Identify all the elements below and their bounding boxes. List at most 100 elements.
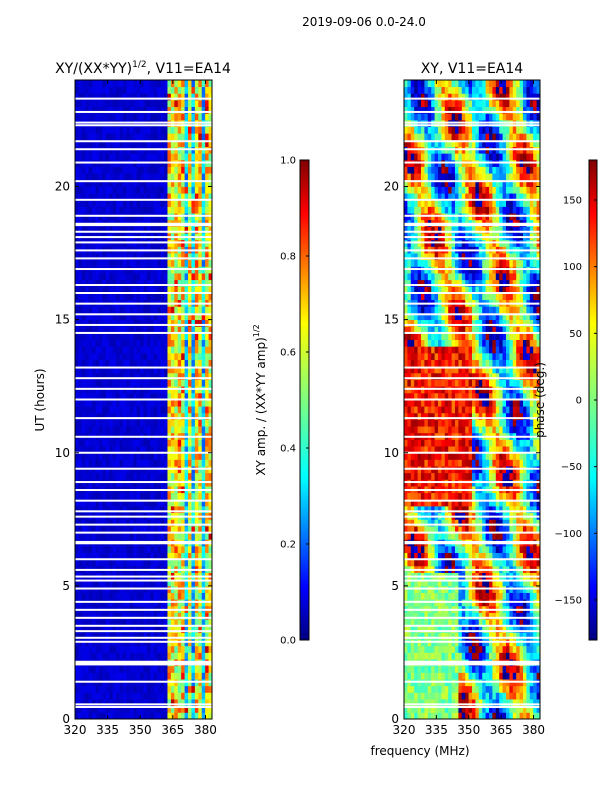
amplitude-cell <box>184 452 189 460</box>
amplitude-cell <box>160 379 165 387</box>
amplitude-cell <box>184 532 189 540</box>
amplitude-cell <box>92 306 96 314</box>
phase-cell <box>414 645 418 653</box>
amplitude-cell <box>194 652 199 660</box>
amplitude-cell <box>160 412 165 420</box>
phase-cell <box>499 552 503 560</box>
amplitude-cell <box>191 452 196 460</box>
amplitude-cell <box>95 99 100 108</box>
amplitude-cell <box>146 193 151 201</box>
amplitude-cell <box>153 699 158 707</box>
amplitude-cell <box>98 99 103 108</box>
phase-cell <box>536 612 541 620</box>
amplitude-cell <box>208 332 213 340</box>
amplitude-cell <box>198 446 203 454</box>
phase-cell <box>495 545 500 553</box>
amplitude-cell <box>88 632 93 640</box>
amplitude-cell <box>201 126 206 134</box>
amplitude-cell <box>133 366 138 374</box>
amplitude-cell <box>116 286 120 294</box>
amplitude-cell <box>167 99 172 108</box>
amplitude-cell <box>81 352 86 360</box>
amplitude-cell <box>75 80 79 88</box>
amplitude-cell <box>184 139 189 147</box>
amplitude-cell <box>78 99 83 108</box>
amplitude-cell <box>88 559 93 567</box>
amplitude-cell <box>184 426 189 434</box>
phase-cell <box>519 625 524 633</box>
amplitude-cell <box>133 173 138 181</box>
amplitude-cell <box>95 652 100 660</box>
amplitude-cell <box>116 506 120 514</box>
amplitude-cell <box>164 139 168 147</box>
amplitude-cell <box>92 166 96 174</box>
amplitude-cell <box>205 179 209 187</box>
amplitude-cell <box>122 372 127 380</box>
amplitude-cell <box>95 86 100 94</box>
amplitude-cell <box>140 446 144 454</box>
phase-cell <box>536 645 541 653</box>
amplitude-cell <box>160 592 165 600</box>
amplitude-cell <box>102 126 107 134</box>
phase-cell <box>485 545 490 553</box>
flagged-time-row <box>75 587 212 590</box>
amplitude-cell <box>92 452 96 460</box>
amplitude-cell <box>102 506 107 514</box>
amplitude-cell <box>88 392 93 400</box>
amplitude-cell <box>85 592 90 600</box>
amplitude-cell <box>146 326 151 334</box>
amplitude-cell <box>170 552 175 560</box>
phase-cell <box>526 612 531 620</box>
amplitude-cell <box>129 532 134 540</box>
phase-cell <box>482 672 486 680</box>
amplitude-cell <box>146 705 151 713</box>
phase-cell <box>502 559 507 567</box>
amplitude-cell <box>157 685 162 693</box>
amplitude-cell <box>140 506 144 514</box>
amplitude-cell <box>167 519 172 527</box>
phase-cell <box>502 552 507 560</box>
amplitude-cell <box>98 559 103 567</box>
amplitude-cell <box>116 492 120 500</box>
amplitude-cell <box>167 366 172 374</box>
phase-cell <box>451 545 456 553</box>
amplitude-cell <box>188 153 192 161</box>
phase-cell <box>468 699 473 707</box>
amplitude-cell <box>167 412 172 420</box>
amplitude-cell <box>136 259 141 267</box>
amplitude-cell <box>136 359 141 367</box>
amplitude-cell <box>133 632 138 640</box>
amplitude-cell <box>105 692 110 700</box>
amplitude-cell <box>112 685 117 693</box>
amplitude-cell <box>208 166 213 174</box>
amplitude-cell <box>109 412 114 420</box>
phase-cell <box>407 632 412 640</box>
amplitude-cell <box>153 166 158 174</box>
phase-cell <box>512 592 517 600</box>
phase-cell <box>495 552 500 560</box>
phase-cell <box>509 619 514 627</box>
amplitude-cell <box>191 672 196 680</box>
amplitude-cell <box>119 632 124 640</box>
amplitude-cell <box>136 459 141 467</box>
amplitude-cell <box>177 80 182 88</box>
amplitude-cell <box>102 685 107 693</box>
amplitude-cell <box>88 273 93 281</box>
amplitude-cell <box>164 632 168 640</box>
amplitude-cell <box>116 652 120 660</box>
amplitude-cell <box>105 399 110 407</box>
amplitude-cell <box>146 406 151 414</box>
amplitude-cell <box>201 253 206 261</box>
amplitude-cell <box>140 326 144 334</box>
amplitude-cell <box>167 186 172 194</box>
amplitude-cell <box>153 685 158 693</box>
amplitude-cell <box>116 625 120 633</box>
amplitude-cell <box>116 392 120 400</box>
phase-cell <box>424 632 429 640</box>
phase-cell <box>468 672 473 680</box>
amplitude-cell <box>174 399 179 407</box>
amplitude-cell <box>105 452 110 460</box>
amplitude-cell <box>188 93 192 101</box>
amplitude-cell <box>98 273 103 281</box>
